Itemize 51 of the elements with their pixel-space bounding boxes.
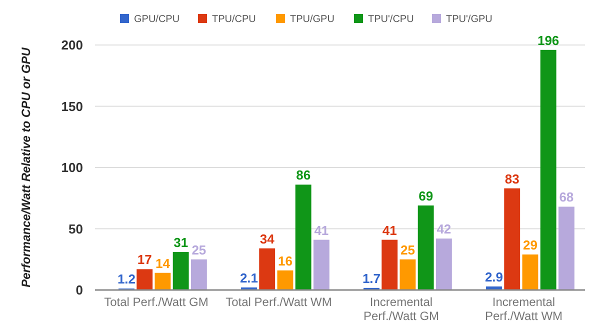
data-label: 68 <box>559 190 574 205</box>
bar <box>400 259 416 290</box>
data-label: 2.1 <box>240 270 258 286</box>
y-tick-label: 100 <box>61 160 83 176</box>
x-tick-label: Incremental Perf./Watt GM <box>363 295 440 323</box>
data-label: 31 <box>174 235 188 250</box>
data-label: 34 <box>260 231 276 246</box>
data-label: 69 <box>418 188 434 204</box>
y-tick-label: 0 <box>76 282 83 298</box>
legend-label: TPU/GPU <box>290 14 334 25</box>
legend-label: TPU'/GPU <box>446 14 492 25</box>
legend-label: TPU/CPU <box>212 14 256 25</box>
data-label: 14 <box>155 256 171 271</box>
bar <box>136 269 153 290</box>
data-label: 2.9 <box>484 269 504 284</box>
y-tick-label: 150 <box>61 98 83 114</box>
bar <box>418 205 434 290</box>
y-axis-title: Performance/Watt Relative to CPU or GPU <box>19 47 33 288</box>
bar <box>504 188 520 290</box>
data-label: 41 <box>314 222 329 238</box>
bar <box>436 238 452 290</box>
legend-label: GPU/CPU <box>134 14 180 25</box>
data-label: 25 <box>192 242 206 258</box>
bar <box>172 252 189 290</box>
bar <box>190 259 207 290</box>
bar <box>313 240 330 290</box>
data-label: 41 <box>382 222 397 238</box>
data-label: 1.2 <box>117 272 136 287</box>
data-label: 83 <box>504 171 520 186</box>
x-tick-label: Total Perf./Watt WM <box>226 295 332 309</box>
y-tick-label: 200 <box>61 38 83 53</box>
x-tick-label: Total Perf./Watt GM <box>104 295 208 309</box>
data-label: 29 <box>522 237 538 252</box>
bar <box>522 254 538 290</box>
y-tick-label: 50 <box>68 221 83 236</box>
data-label: 25 <box>400 242 415 258</box>
bar <box>154 272 171 290</box>
bar <box>558 206 574 290</box>
bar <box>259 248 276 290</box>
data-label: 86 <box>296 168 311 183</box>
data-label: 16 <box>278 253 292 268</box>
legend-label: TPU'/CPU <box>368 14 414 25</box>
data-label: 1.7 <box>362 270 381 286</box>
data-label: 196 <box>537 32 560 48</box>
bar <box>382 240 398 290</box>
data-label: 17 <box>137 252 152 268</box>
bar <box>540 50 556 290</box>
data-label: 42 <box>436 222 452 237</box>
x-tick-label: Incremental Perf./Watt WM <box>484 295 563 323</box>
bar <box>277 270 294 290</box>
bar <box>295 184 312 290</box>
